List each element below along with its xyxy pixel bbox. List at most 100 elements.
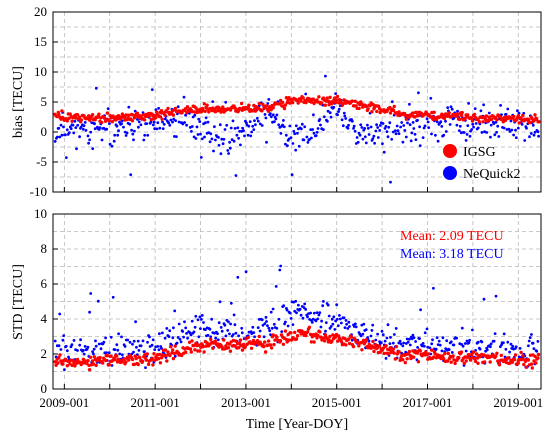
bias-point-igsg (57, 113, 61, 117)
std-point-nequick2 (269, 310, 273, 314)
std-point-nequick2 (401, 344, 405, 348)
std-point-nequick2 (232, 313, 236, 317)
std-point-nequick2 (264, 315, 268, 319)
bias-point-nequick2 (374, 129, 378, 133)
bias-point-nequick2 (116, 133, 120, 137)
std-point-nequick2 (279, 264, 283, 268)
bias-point-igsg (357, 106, 361, 111)
std-point-nequick2 (421, 342, 425, 345)
bias-point-igsg (107, 119, 111, 123)
bias-point-nequick2 (322, 128, 325, 132)
bias-point-nequick2 (452, 116, 456, 120)
bias-point-nequick2 (434, 133, 437, 137)
std-point-nequick2 (54, 355, 58, 359)
bias-point-nequick2 (158, 126, 162, 130)
bias-point-nequick2 (430, 132, 433, 136)
legend: IGSG NeQuick2 (443, 144, 521, 182)
std-point-nequick2 (392, 333, 396, 336)
bias-point-nequick2 (117, 129, 120, 133)
std-point-igsg (401, 358, 405, 362)
std-series-igsg (53, 325, 541, 372)
std-point-nequick2 (284, 320, 287, 324)
bias-point-igsg (163, 113, 167, 118)
bias-point-igsg (463, 117, 467, 121)
bias-point-nequick2 (230, 138, 234, 142)
std-point-igsg (86, 359, 90, 363)
std-point-igsg (526, 358, 531, 362)
std-point-igsg (349, 335, 354, 339)
bias-point-nequick2 (399, 125, 402, 129)
bias-point-igsg (456, 113, 460, 117)
std-point-igsg (275, 335, 279, 339)
std-point-nequick2 (370, 329, 374, 332)
std-point-igsg (58, 353, 62, 357)
bias-point-nequick2 (502, 126, 506, 130)
bias-point-nequick2 (246, 133, 250, 137)
std-point-igsg (415, 351, 420, 355)
std-point-nequick2 (476, 340, 480, 344)
bias-point-nequick2 (218, 123, 222, 127)
std-point-nequick2 (168, 329, 172, 333)
std-point-nequick2 (432, 286, 435, 290)
bias-point-nequick2 (213, 125, 216, 129)
std-point-nequick2 (88, 310, 91, 314)
bias-point-nequick2 (326, 109, 330, 113)
bias-point-nequick2 (64, 156, 68, 160)
std-point-igsg (238, 341, 242, 345)
std-point-igsg (293, 330, 297, 335)
bias-point-igsg (60, 109, 64, 113)
std-point-igsg (163, 348, 167, 352)
bias-point-nequick2 (425, 117, 429, 121)
bias-point-nequick2 (402, 124, 406, 127)
x-tick-label: 2009-001 (39, 395, 89, 410)
std-point-nequick2 (183, 320, 186, 324)
std-point-nequick2 (135, 345, 138, 349)
std-point-nequick2 (324, 321, 328, 324)
bias-point-nequick2 (177, 120, 181, 124)
std-point-nequick2 (508, 350, 511, 354)
std-point-igsg (53, 360, 57, 364)
std-point-nequick2 (535, 349, 539, 353)
bias-point-nequick2 (342, 111, 346, 115)
std-point-igsg (357, 344, 361, 348)
bias-point-igsg (535, 117, 539, 121)
std-point-nequick2 (132, 350, 135, 354)
bias-point-igsg (87, 114, 91, 118)
bias-point-nequick2 (523, 139, 527, 142)
bias-point-nequick2 (65, 128, 69, 132)
std-point-nequick2 (210, 317, 214, 321)
std-point-igsg (70, 363, 74, 368)
bias-point-nequick2 (142, 138, 146, 142)
bias-point-nequick2 (536, 130, 540, 134)
bias-point-nequick2 (352, 126, 355, 130)
std-point-nequick2 (338, 317, 342, 321)
bias-point-nequick2 (446, 106, 450, 109)
std-point-igsg (193, 348, 197, 352)
std-point-igsg (134, 356, 138, 361)
std-point-nequick2 (369, 334, 373, 338)
bias-point-nequick2 (500, 113, 503, 116)
bias-point-nequick2 (176, 105, 180, 109)
bias-point-nequick2 (417, 91, 420, 95)
bias-point-nequick2 (243, 134, 246, 138)
bias-point-nequick2 (265, 140, 268, 144)
std-point-igsg (382, 351, 386, 356)
std-point-nequick2 (467, 341, 471, 345)
std-point-igsg (146, 362, 151, 367)
std-point-igsg (263, 350, 268, 354)
std-point-igsg (519, 350, 523, 355)
bias-point-nequick2 (241, 126, 245, 130)
std-point-igsg (536, 356, 540, 360)
std-point-igsg (403, 360, 407, 365)
bias-panel: -10 -5 0 5 10 15 20 bias [TECU] IGSG NeQuick2 (11, 4, 542, 199)
bias-point-nequick2 (294, 148, 298, 152)
bias-point-nequick2 (146, 133, 150, 137)
bias-point-nequick2 (444, 130, 448, 133)
std-series-nequick2 (53, 264, 540, 371)
std-point-nequick2 (380, 329, 384, 333)
bias-point-igsg (388, 111, 393, 115)
bias-point-nequick2 (497, 135, 501, 138)
std-point-igsg (295, 334, 300, 338)
std-point-nequick2 (285, 308, 289, 312)
std-point-igsg (393, 357, 397, 361)
